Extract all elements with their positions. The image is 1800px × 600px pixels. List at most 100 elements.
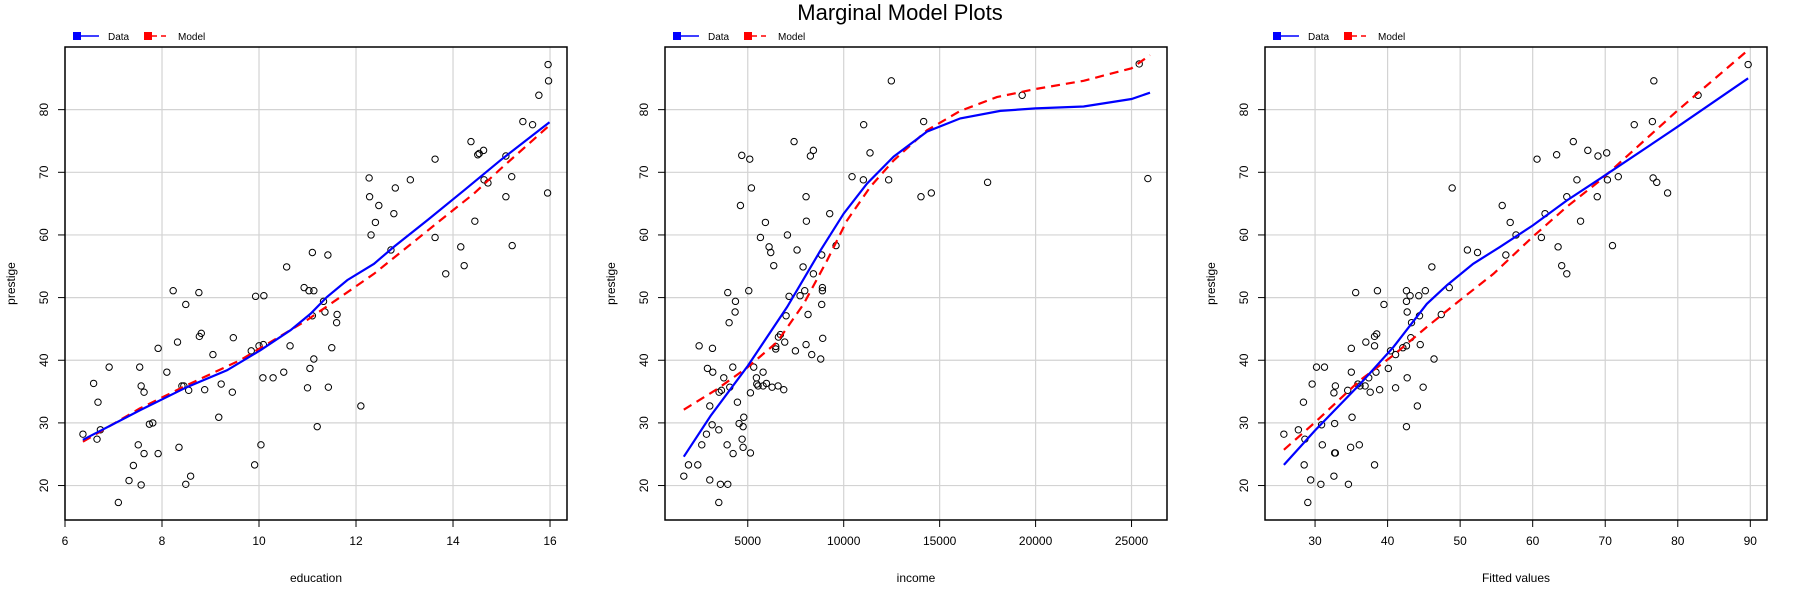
y-axis-title: prestige <box>1204 262 1218 305</box>
data-point <box>217 380 225 388</box>
data-point <box>89 379 98 388</box>
data-point <box>1573 176 1581 184</box>
data-point <box>801 287 809 295</box>
data-point <box>738 435 746 443</box>
data-point <box>260 292 268 300</box>
data-point <box>79 430 87 438</box>
data-point <box>774 382 782 390</box>
data-point <box>457 243 465 251</box>
data-point <box>1563 270 1571 278</box>
y-tick-label: 50 <box>37 291 51 305</box>
data-point <box>809 270 818 278</box>
data-point <box>324 383 333 391</box>
data-point <box>738 151 746 160</box>
data-point <box>1135 60 1143 68</box>
data-point <box>1391 350 1400 359</box>
data-point <box>175 443 183 452</box>
plot-frame <box>64 46 568 521</box>
data-point <box>826 209 834 218</box>
data-point <box>1502 251 1510 259</box>
data-point <box>1355 441 1364 449</box>
data-point <box>1403 374 1411 382</box>
data-point <box>866 149 874 157</box>
data-point <box>371 218 380 227</box>
data-point <box>1347 344 1356 353</box>
data-point <box>310 287 318 295</box>
data-point <box>739 443 747 452</box>
data-point <box>257 441 265 449</box>
y-axis-title: prestige <box>604 262 618 305</box>
data-point <box>365 193 374 201</box>
y-tick-label: 50 <box>1237 291 1251 305</box>
model-curve <box>1283 49 1749 451</box>
data-point <box>1614 172 1622 181</box>
data-point <box>209 350 217 359</box>
legend-model-label: Model <box>778 32 805 43</box>
data-point <box>431 233 439 242</box>
data-point <box>129 461 138 470</box>
data-point <box>1344 480 1353 488</box>
data-point <box>1366 388 1374 396</box>
data-point <box>804 310 812 319</box>
data-point <box>1318 441 1327 449</box>
data-point <box>1320 363 1329 371</box>
data-point <box>859 120 868 129</box>
data-point <box>1343 386 1352 395</box>
data-point <box>739 422 747 431</box>
data-point <box>1331 382 1340 390</box>
data-point <box>1375 385 1384 394</box>
data-point <box>724 288 732 297</box>
data-point <box>391 184 400 192</box>
x-tick-label: 10000 <box>827 534 861 548</box>
data-point <box>1380 300 1388 309</box>
data-point <box>1373 287 1382 295</box>
x-tick-label: 60 <box>1526 534 1540 548</box>
data-point <box>781 338 789 346</box>
y-tick-label: 60 <box>37 228 51 242</box>
y-tick-label: 40 <box>1237 353 1251 367</box>
x-tick-label: 40 <box>1381 534 1395 548</box>
data-point <box>1294 426 1303 434</box>
data-point <box>173 338 182 346</box>
x-tick-label: 5000 <box>734 534 761 548</box>
data-point <box>1744 60 1752 69</box>
x-tick-label: 70 <box>1599 534 1613 548</box>
plot-frame <box>1264 46 1768 521</box>
data-point <box>1437 310 1445 319</box>
y-tick-label: 20 <box>1237 479 1251 493</box>
data-point <box>286 342 294 350</box>
legend-data-swatch <box>1273 32 1281 40</box>
data-point <box>145 420 154 428</box>
data-point <box>390 209 398 218</box>
data-point <box>770 261 778 270</box>
legend-data-label: Data <box>1308 32 1330 43</box>
data-point <box>544 60 552 69</box>
y-tick-label: 70 <box>637 165 651 179</box>
data-point <box>1416 340 1424 349</box>
data-point <box>475 149 483 158</box>
panel-income: 5000 10000 15000 20000 25000 20 30 40 50 60 70 80 in… <box>604 32 1168 585</box>
data-point <box>1308 380 1316 388</box>
data-point <box>387 246 395 254</box>
data-point <box>1558 261 1566 270</box>
data-point <box>186 472 195 480</box>
x-axis-title: Fitted values <box>1482 571 1550 585</box>
y-tick-label: 40 <box>37 353 51 367</box>
data-point <box>1603 176 1612 184</box>
data-point <box>706 402 714 410</box>
data-curve <box>682 91 1151 458</box>
x-tick-label: 50 <box>1453 534 1467 548</box>
data-point <box>1351 288 1360 297</box>
data-point <box>502 152 510 160</box>
data-point <box>731 297 740 306</box>
data-point <box>746 389 755 397</box>
y-axis-title: prestige <box>4 262 18 305</box>
y-tick-label: 70 <box>1237 165 1251 179</box>
data-point <box>1569 137 1578 146</box>
data-point <box>1584 146 1592 155</box>
data-point <box>752 374 761 382</box>
legend-model-label: Model <box>178 32 205 43</box>
data-point <box>1663 189 1672 197</box>
data-point <box>802 217 811 225</box>
